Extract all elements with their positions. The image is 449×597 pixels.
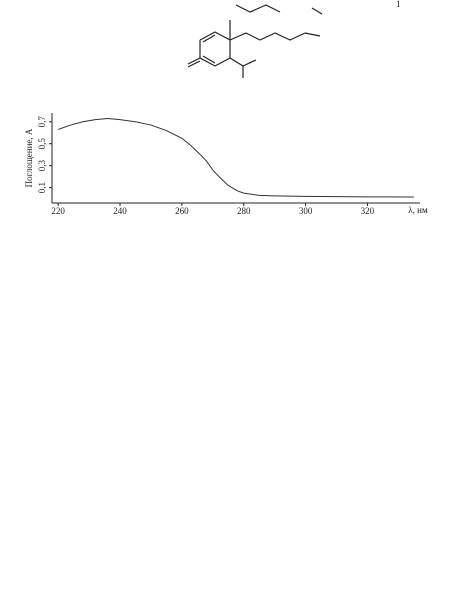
spectrum-line	[58, 117, 414, 198]
chemical-structure	[187, 4, 323, 78]
y-tick-label: 0,3	[37, 160, 47, 172]
y-tick-label: 0,1	[37, 182, 47, 193]
x-tick-label: 280	[237, 206, 251, 216]
y-axis-label: Поглощение, А	[24, 128, 34, 187]
x-tick-label: 240	[113, 206, 127, 216]
y-tick-label: 0,5	[37, 138, 47, 150]
y-tick-label: 0,7	[37, 116, 47, 128]
x-tick-label: 300	[299, 206, 313, 216]
structure-label: 1	[396, 0, 401, 9]
x-tick-label: 220	[51, 206, 65, 216]
x-axis-label: λ, нм	[408, 205, 428, 215]
x-tick-label: 260	[175, 206, 189, 216]
x-tick-label: 320	[361, 206, 375, 216]
